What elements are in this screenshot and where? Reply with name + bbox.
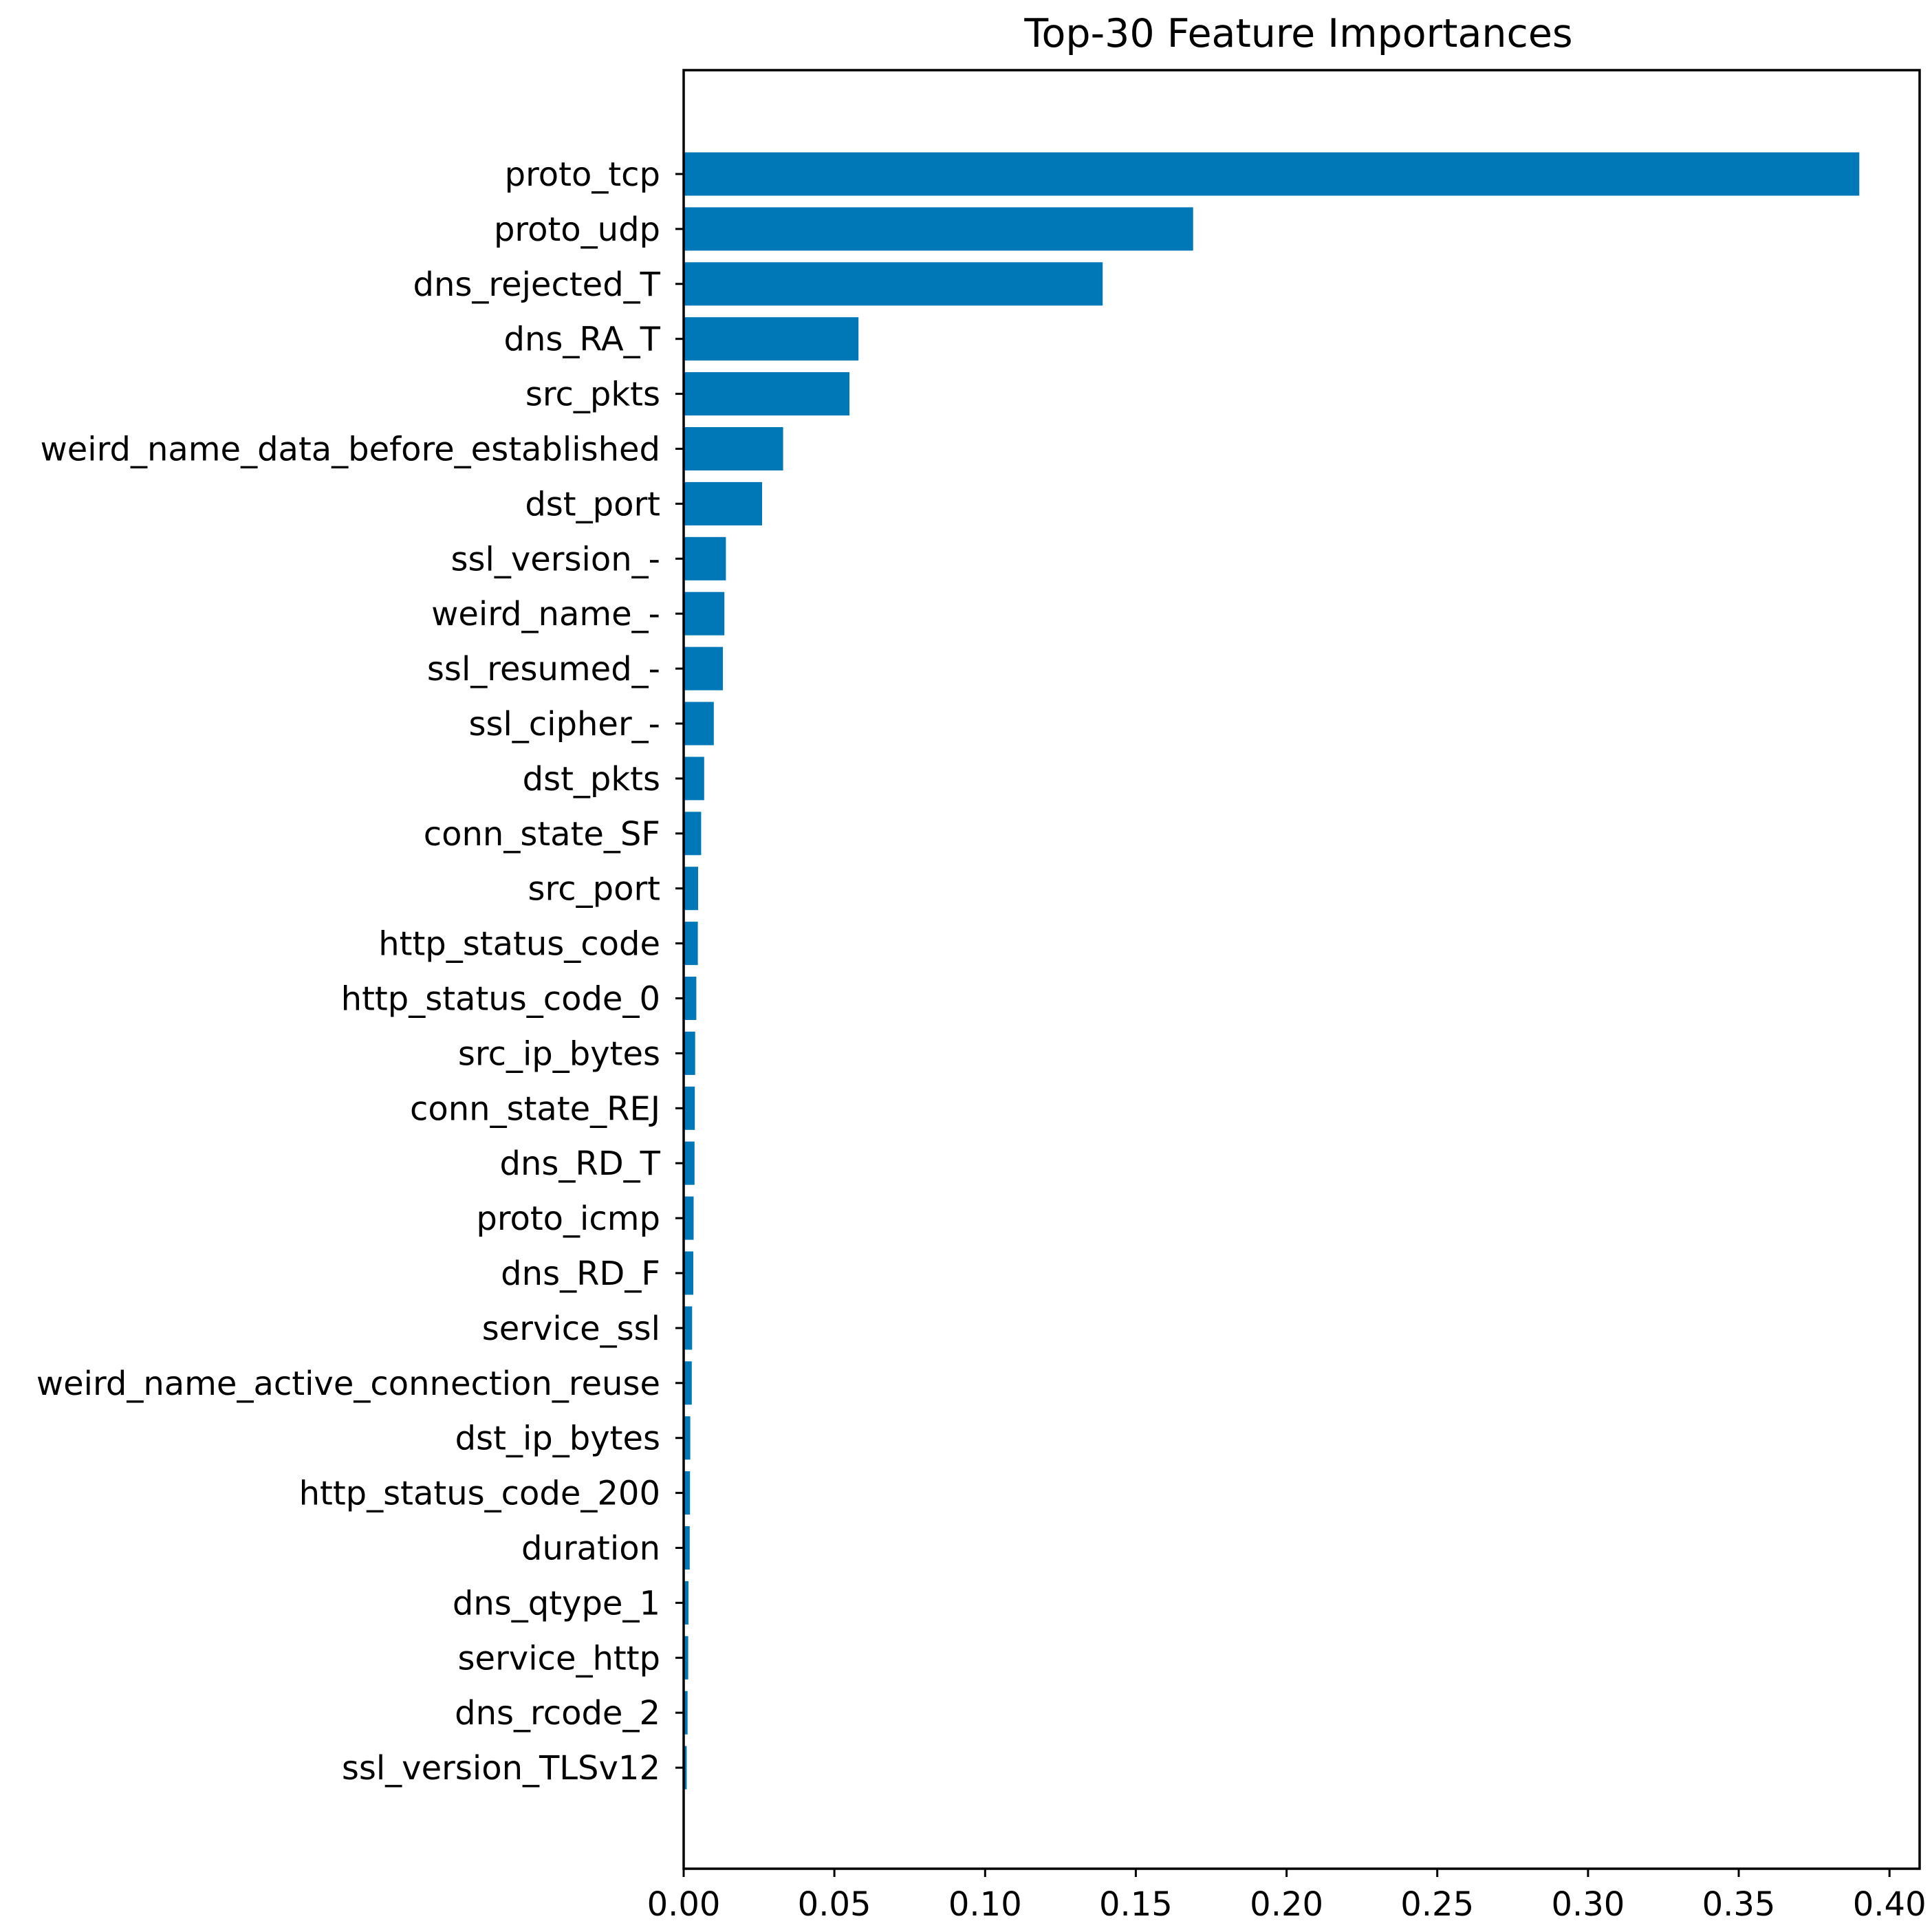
bar-src_pkts [684, 372, 850, 416]
bars-layer [684, 152, 1860, 1790]
bar-dns_RD_T [684, 1141, 695, 1185]
plot-frame [682, 69, 1921, 1870]
y-tick-label: src_ip_bytes [458, 1034, 660, 1073]
bar-src_ip_bytes [684, 1031, 695, 1075]
y-tick-label: duration [521, 1530, 660, 1568]
y-tick-label: conn_state_SF [424, 815, 660, 854]
bar-service_http [684, 1636, 688, 1680]
bar-dst_ip_bytes [684, 1416, 691, 1460]
bar-conn_state_SF [684, 812, 702, 856]
x-tick-label: 0.15 [1099, 1885, 1173, 1924]
x-tick-label: 0.00 [647, 1885, 721, 1924]
y-tick-label: src_port [528, 870, 660, 909]
y-tick-label: http_status_code_200 [299, 1475, 660, 1513]
bar-proto_icmp [684, 1196, 694, 1240]
bar-http_status_code_200 [684, 1471, 691, 1515]
y-tick-label: dns_rcode_2 [455, 1694, 660, 1733]
x-tick-label: 0.25 [1400, 1885, 1474, 1924]
y-axis: proto_tcp proto_udp dns_rejected_T dns_RA_T… [36, 155, 684, 1788]
bar-ssl_cipher_- [684, 702, 714, 746]
bar-proto_udp [684, 207, 1193, 251]
y-tick-label: dst_ip_bytes [455, 1420, 660, 1458]
x-tick-label: 0.30 [1551, 1885, 1625, 1924]
bar-http_status_code [684, 922, 698, 966]
bar-weird_name_data_before_established [684, 427, 783, 470]
bar-dns_rcode_2 [684, 1691, 688, 1735]
y-tick-label: weird_name_active_connection_reuse [36, 1365, 660, 1403]
y-tick-label: dns_rejected_T [413, 265, 660, 304]
bar-dns_rejected_T [684, 262, 1103, 306]
y-tick-label: proto_tcp [505, 155, 660, 194]
y-tick-label: ssl_cipher_- [468, 705, 660, 744]
bar-ssl_version_TLSv12 [684, 1746, 687, 1790]
y-tick-label: ssl_resumed_- [427, 650, 660, 688]
y-tick-label: dst_pkts [523, 760, 660, 799]
x-axis: 0.00 0.05 0.10 0.15 0.20 0.25 0.30 0.35 0.40 [647, 1869, 1926, 1924]
bar-dns_qtype_1 [684, 1581, 688, 1625]
bar-proto_tcp [684, 152, 1860, 196]
y-tick-label: ssl_version_TLSv12 [342, 1749, 660, 1788]
y-tick-label: service_ssl [482, 1310, 660, 1348]
y-tick-label: dns_RD_T [499, 1144, 660, 1183]
x-tick-label: 0.40 [1853, 1885, 1926, 1924]
x-tick-label: 0.05 [798, 1885, 871, 1924]
bar-dst_pkts [684, 757, 704, 801]
bar-dns_RD_F [684, 1251, 693, 1295]
bar-dns_RA_T [684, 317, 859, 361]
y-tick-label: http_status_code [378, 925, 660, 964]
y-tick-label: proto_udp [494, 210, 660, 249]
bar-src_port [684, 867, 698, 911]
bar-conn_state_REJ [684, 1086, 695, 1130]
bar-weird_name_active_connection_reuse [684, 1361, 692, 1405]
y-tick-label: dns_RA_T [504, 321, 661, 359]
y-tick-label: src_pkts [525, 376, 660, 414]
bar-ssl_version_- [684, 536, 726, 580]
y-tick-label: http_status_code_0 [341, 980, 660, 1019]
y-tick-label: proto_icmp [476, 1200, 660, 1238]
y-tick-label: conn_state_REJ [410, 1089, 660, 1128]
bar-duration [684, 1526, 690, 1570]
bar-http_status_code_0 [684, 977, 697, 1020]
y-tick-label: dns_qtype_1 [453, 1584, 660, 1622]
y-tick-label: weird_name_- [431, 595, 660, 633]
x-tick-label: 0.35 [1702, 1885, 1776, 1924]
x-tick-label: 0.20 [1250, 1885, 1323, 1924]
y-tick-label: weird_name_data_before_established [40, 431, 660, 469]
bar-ssl_resumed_- [684, 647, 723, 691]
y-tick-label: dns_RD_F [501, 1255, 660, 1293]
x-tick-label: 0.10 [948, 1885, 1022, 1924]
bar-weird_name_- [684, 591, 725, 636]
bar-dst_port [684, 481, 762, 525]
y-tick-label: ssl_version_- [451, 540, 660, 578]
chart-title: Top-30 Feature Importances [1023, 11, 1572, 56]
y-tick-label: service_http [458, 1639, 660, 1678]
y-tick-label: dst_port [525, 485, 660, 523]
bar-service_ssl [684, 1306, 693, 1350]
